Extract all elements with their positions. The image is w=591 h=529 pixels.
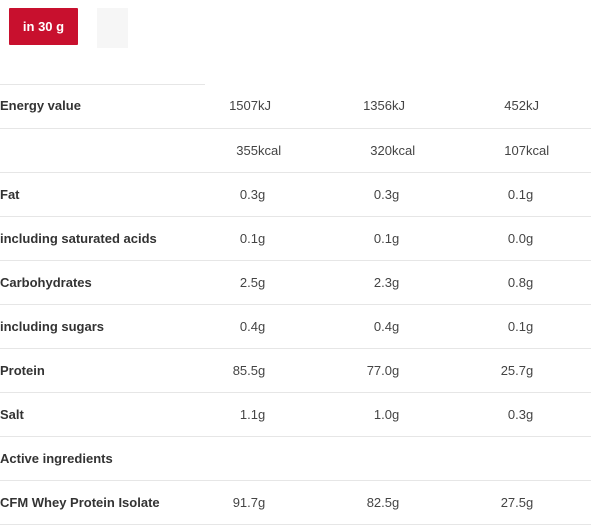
value-col-1: 2.5 — [205, 260, 258, 305]
nutrient-row-protein: Protein 85.5 g 77.0 g 25.7 g — [0, 348, 591, 393]
nutrition-table: Energy value 1507 kJ 1356 kJ 452 kJ 355 kcal 320 k… — [0, 84, 591, 525]
unit-col-3: g — [526, 172, 591, 217]
value-col-1: 85.5 — [205, 348, 258, 393]
unit-col-1: kJ — [258, 84, 339, 129]
unit-col-2: g — [392, 392, 473, 437]
unit-col-2: g — [392, 480, 473, 525]
nutrient-row-energy-kcal: 355 kcal 320 kcal 107 kcal — [0, 128, 591, 173]
value-col-2: 77.0 — [339, 348, 392, 393]
unit-col-3: kJ — [526, 84, 591, 129]
unit-col-3: kcal — [526, 128, 591, 173]
unit-col-3: g — [526, 392, 591, 437]
value-col-3: 0.8 — [473, 260, 526, 305]
unit-col-1: g — [258, 392, 339, 437]
unit-col-2: g — [392, 216, 473, 261]
value-col-1: 355 — [205, 128, 258, 173]
value-col-1 — [205, 436, 258, 481]
value-col-1: 0.4 — [205, 304, 258, 349]
tab-in-30-g[interactable]: in 30 g — [9, 8, 78, 45]
unit-col-3: g — [526, 348, 591, 393]
tab-blank[interactable] — [97, 8, 128, 48]
unit-col-2: kcal — [392, 128, 473, 173]
nutrient-label: Active ingredients — [0, 436, 205, 481]
unit-col-2: g — [392, 348, 473, 393]
value-col-2: 0.3 — [339, 172, 392, 217]
unit-col-1: g — [258, 260, 339, 305]
value-col-2: 0.1 — [339, 216, 392, 261]
unit-col-3: g — [526, 304, 591, 349]
unit-col-2: g — [392, 260, 473, 305]
nutrient-row-active-ingredients: Active ingredients — [0, 436, 591, 481]
unit-col-1: g — [258, 304, 339, 349]
value-col-3: 452 — [473, 84, 526, 129]
value-col-1: 0.3 — [205, 172, 258, 217]
nutrient-label: Carbohydrates — [0, 260, 205, 305]
unit-col-2 — [392, 436, 473, 481]
portion-tabs: in 30 g — [0, 0, 591, 60]
unit-col-2: g — [392, 172, 473, 217]
value-col-3: 0.1 — [473, 304, 526, 349]
value-col-2: 0.4 — [339, 304, 392, 349]
value-col-3: 0.3 — [473, 392, 526, 437]
value-col-3: 0.0 — [473, 216, 526, 261]
unit-col-3: g — [526, 480, 591, 525]
value-col-1: 0.1 — [205, 216, 258, 261]
unit-col-3: g — [526, 216, 591, 261]
value-col-3: 25.7 — [473, 348, 526, 393]
unit-col-1: kcal — [258, 128, 339, 173]
nutrient-row-salt: Salt 1.1 g 1.0 g 0.3 g — [0, 392, 591, 437]
value-col-2: 1.0 — [339, 392, 392, 437]
unit-col-1: g — [258, 348, 339, 393]
value-col-2 — [339, 436, 392, 481]
unit-col-2: kJ — [392, 84, 473, 129]
nutrient-label: Energy value — [0, 84, 205, 129]
value-col-2: 2.3 — [339, 260, 392, 305]
nutrient-label — [0, 128, 205, 173]
nutrient-label: CFM Whey Protein Isolate — [0, 480, 205, 525]
nutrient-label: Salt — [0, 392, 205, 437]
unit-col-3: g — [526, 260, 591, 305]
nutrient-row-including-sugars: including sugars 0.4 g 0.4 g 0.1 g — [0, 304, 591, 349]
nutrient-row-fat: Fat 0.3 g 0.3 g 0.1 g — [0, 172, 591, 217]
nutrient-label: including sugars — [0, 304, 205, 349]
value-col-2: 82.5 — [339, 480, 392, 525]
value-col-3: 27.5 — [473, 480, 526, 525]
value-col-3 — [473, 436, 526, 481]
value-col-3: 0.1 — [473, 172, 526, 217]
nutrient-row-carbohydrates: Carbohydrates 2.5 g 2.3 g 0.8 g — [0, 260, 591, 305]
unit-col-1: g — [258, 480, 339, 525]
unit-col-2: g — [392, 304, 473, 349]
nutrient-label: including saturated acids — [0, 216, 205, 261]
value-col-1: 1507 — [205, 84, 258, 129]
value-col-3: 107 — [473, 128, 526, 173]
nutrient-row-energy-value: Energy value 1507 kJ 1356 kJ 452 kJ — [0, 84, 591, 129]
value-col-2: 320 — [339, 128, 392, 173]
value-col-2: 1356 — [339, 84, 392, 129]
nutrient-label: Protein — [0, 348, 205, 393]
unit-col-1: g — [258, 172, 339, 217]
value-col-1: 1.1 — [205, 392, 258, 437]
unit-col-1: g — [258, 216, 339, 261]
nutrient-label: Fat — [0, 172, 205, 217]
value-col-1: 91.7 — [205, 480, 258, 525]
unit-col-1 — [258, 436, 339, 481]
nutrient-row-including-saturated-acids: including saturated acids 0.1 g 0.1 g 0.0 g — [0, 216, 591, 261]
unit-col-3 — [526, 436, 591, 481]
nutrient-row-cfm-whey-protein-isolate: CFM Whey Protein Isolate 91.7 g 82.5 g 27.5 g — [0, 480, 591, 525]
